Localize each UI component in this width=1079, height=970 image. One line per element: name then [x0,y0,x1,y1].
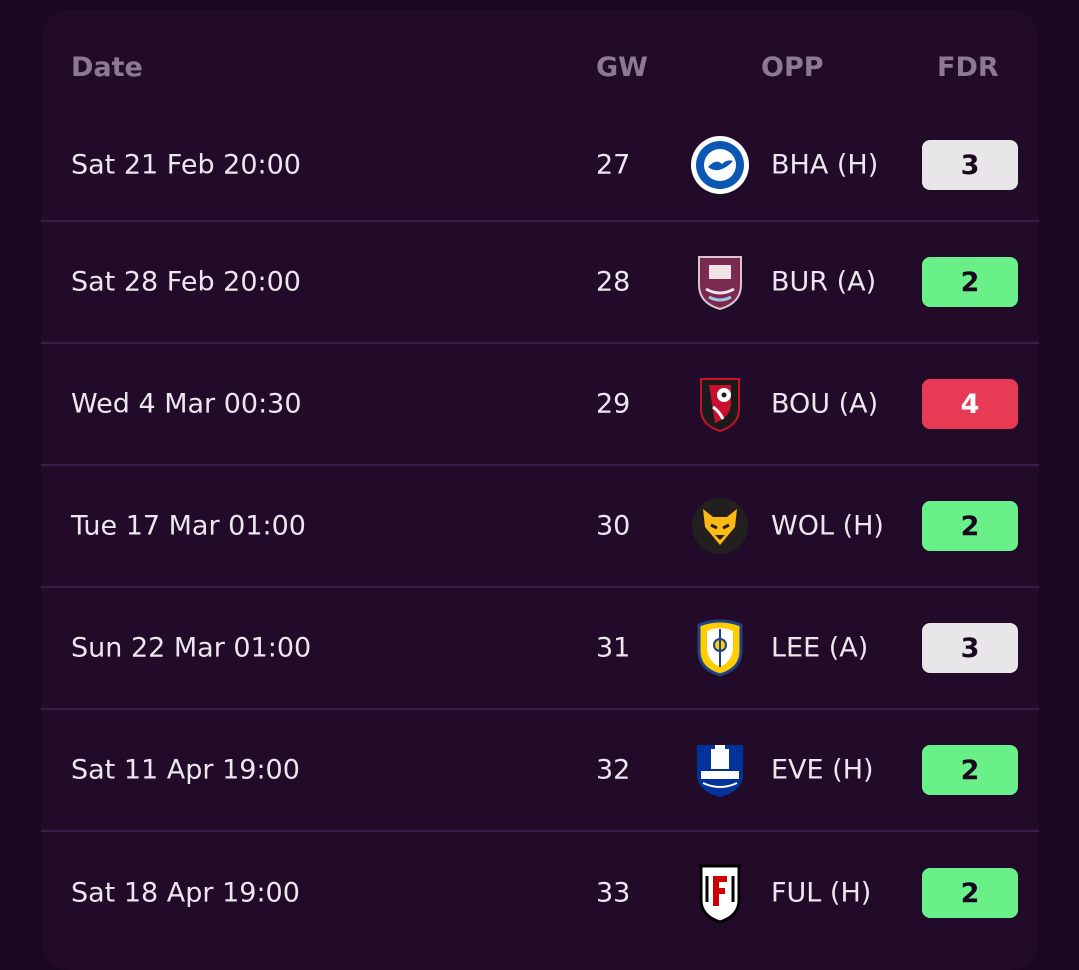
fixture-gameweek: 28 [596,266,631,298]
header-date: Date [71,52,143,83]
fdr-badge: 2 [922,257,1018,307]
fixture-opponent: LEE (A) [771,632,869,664]
fixture-opponent: WOL (H) [771,510,884,542]
fixture-date: Tue 17 Mar 01:00 [71,510,306,542]
fixture-row[interactable]: Sun 22 Mar 01:00 31 LEE (A) 3 [41,588,1039,710]
leeds-crest-icon [697,619,743,677]
fixture-row[interactable]: Sat 11 Apr 19:00 32 EVE (H) 2 [41,710,1039,832]
fixture-date: Sat 21 Feb 20:00 [71,149,301,181]
fixtures-card: Date GW OPP FDR Sat 21 Feb 20:00 27 BHA … [41,10,1039,970]
fixture-gameweek: 32 [596,754,631,786]
fixture-opponent: BOU (A) [771,388,879,420]
fixture-gameweek: 27 [596,149,631,181]
everton-crest-icon [697,745,743,797]
fixture-row[interactable]: Sat 21 Feb 20:00 27 BHA (H) 3 [41,110,1039,222]
fdr-badge: 2 [922,501,1018,551]
burnley-crest-icon [698,256,742,311]
fixture-gameweek: 33 [596,877,631,909]
fdr-badge: 4 [922,379,1018,429]
table-header: Date GW OPP FDR [41,10,1039,110]
header-gw: GW [596,52,648,83]
bournemouth-crest-icon [700,378,740,433]
header-fdr: FDR [937,52,999,83]
fixture-row[interactable]: Sat 28 Feb 20:00 28 BUR (A) 2 [41,222,1039,344]
fixture-date: Wed 4 Mar 00:30 [71,388,302,420]
fixture-gameweek: 31 [596,632,631,664]
fdr-badge: 3 [922,623,1018,673]
fixture-gameweek: 30 [596,510,631,542]
fixture-date: Sat 18 Apr 19:00 [71,877,300,909]
wolves-crest-icon [692,498,748,554]
fixture-date: Sat 11 Apr 19:00 [71,754,300,786]
fixture-row[interactable]: Sat 18 Apr 19:00 33 FUL (H) 2 [41,832,1039,954]
fdr-badge: 2 [922,868,1018,918]
fixture-opponent: BHA (H) [771,149,879,181]
fixture-opponent: BUR (A) [771,266,877,298]
fixture-gameweek: 29 [596,388,631,420]
header-opp: OPP [761,52,824,83]
fixture-date: Sun 22 Mar 01:00 [71,632,312,664]
fdr-badge: 3 [922,140,1018,190]
fixture-opponent: FUL (H) [771,877,872,909]
fixture-row[interactable]: Wed 4 Mar 00:30 29 BOU (A) 4 [41,344,1039,466]
fulham-crest-icon [699,864,741,924]
fixture-opponent: EVE (H) [771,754,874,786]
fixture-row[interactable]: Tue 17 Mar 01:00 30 WOL (H) 2 [41,466,1039,588]
fdr-badge: 2 [922,745,1018,795]
brighton-crest-icon [691,136,749,194]
fixture-date: Sat 28 Feb 20:00 [71,266,301,298]
